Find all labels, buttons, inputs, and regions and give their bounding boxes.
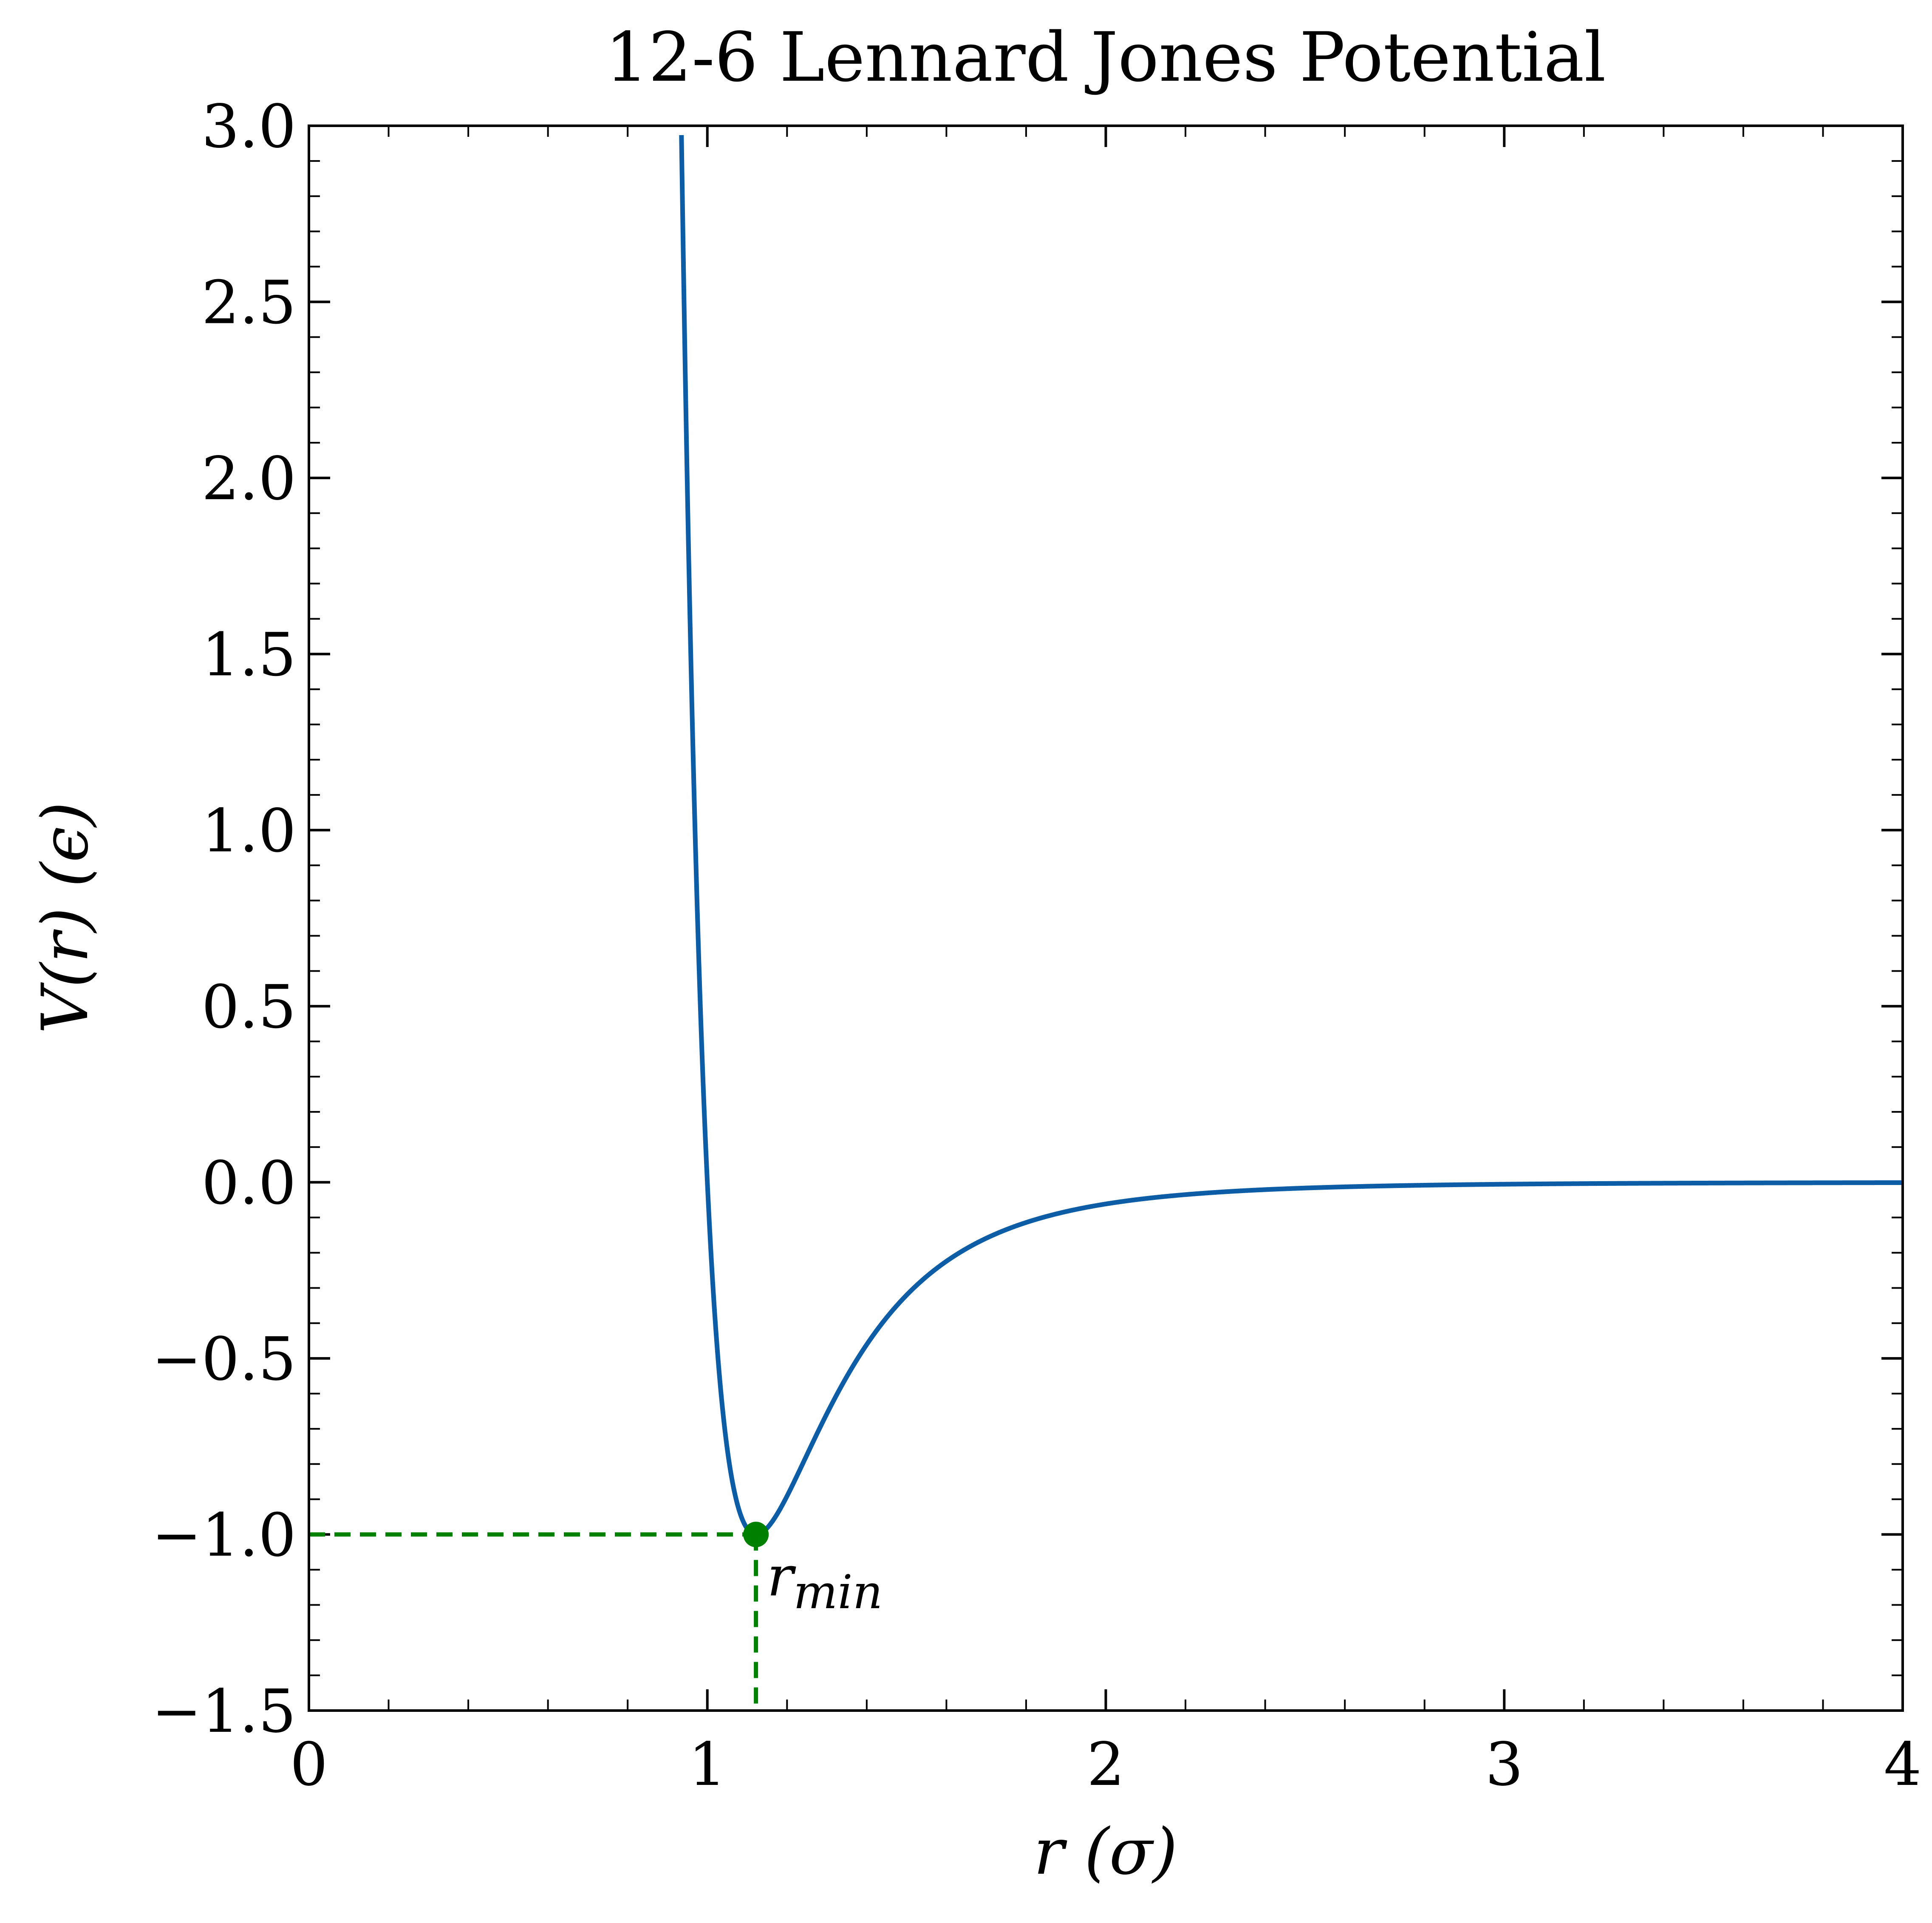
x-tick-label: 1 bbox=[688, 1730, 726, 1799]
y-tick-label: 3.0 bbox=[201, 92, 296, 161]
rmin-marker bbox=[743, 1521, 769, 1547]
rmin-annotation-subscript: min bbox=[793, 1565, 883, 1619]
y-tick-label: 1.5 bbox=[201, 620, 296, 690]
x-axis-title: r (σ) bbox=[1034, 1815, 1178, 1889]
major-ticks bbox=[308, 124, 1904, 1712]
rmin-annotation: rmin bbox=[767, 1544, 883, 1619]
x-tick-labels: 0 1 2 3 4 bbox=[290, 1730, 1921, 1799]
y-tick-label: 2.5 bbox=[201, 268, 296, 337]
series-group bbox=[679, 135, 1903, 1537]
rmin-annotation-main: r bbox=[767, 1544, 796, 1609]
y-tick-label: 0.5 bbox=[201, 973, 296, 1042]
x-tick-label: 2 bbox=[1087, 1730, 1125, 1799]
y-tick-label: −1.5 bbox=[152, 1677, 296, 1746]
min-guide-lines bbox=[309, 1532, 758, 1711]
y-tick-label: −0.5 bbox=[152, 1325, 296, 1394]
minor-ticks bbox=[309, 126, 1903, 1711]
x-tick-label: 0 bbox=[290, 1730, 328, 1799]
plot-frame bbox=[308, 124, 1904, 1712]
lj-potential-line bbox=[679, 135, 1903, 1537]
x-tick-label: 3 bbox=[1485, 1730, 1523, 1799]
y-axis-title: V(r) (ϵ) bbox=[28, 802, 102, 1034]
y-tick-label: 1.0 bbox=[201, 797, 296, 866]
y-tick-label: 0.0 bbox=[201, 1149, 296, 1218]
chart-title: 12-6 Lennard Jones Potential bbox=[605, 17, 1606, 97]
y-tick-label: −1.0 bbox=[152, 1501, 296, 1570]
x-tick-label: 4 bbox=[1884, 1730, 1921, 1799]
y-tick-label: 2.0 bbox=[201, 444, 296, 514]
markers-group bbox=[743, 1521, 769, 1547]
y-tick-labels: 3.0 2.5 2.0 1.5 1.0 0.5 0.0 −0.5 −1.0 −1.5 bbox=[152, 92, 296, 1746]
